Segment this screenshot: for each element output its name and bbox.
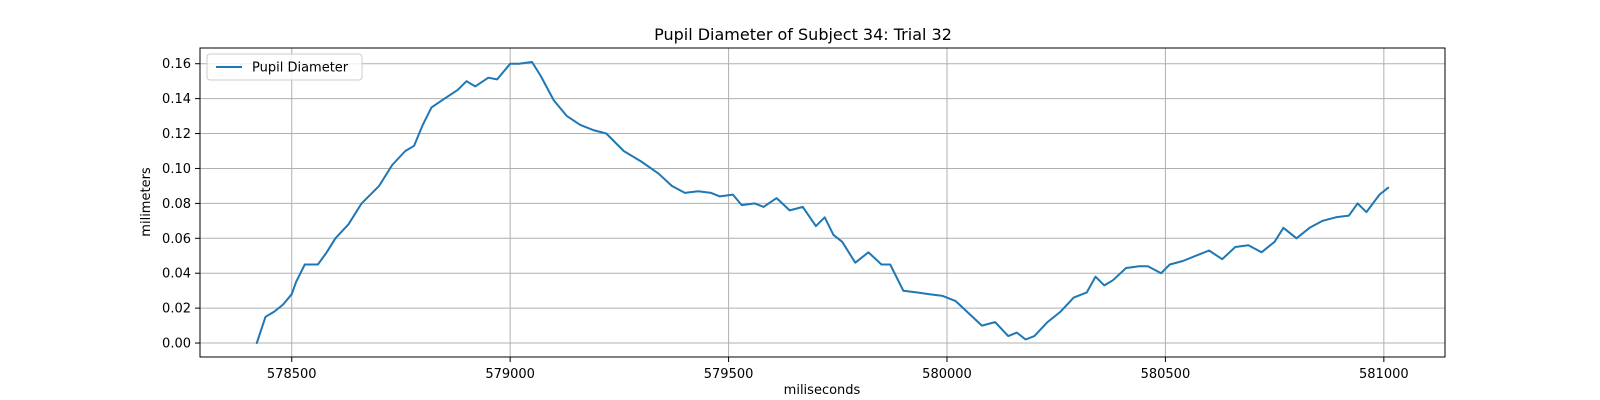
x-tick-label: 579000	[485, 367, 535, 382]
x-tick-label: 580500	[1141, 367, 1191, 382]
legend: Pupil Diameter	[206, 53, 363, 81]
series-line-pupil-diameter	[255, 61, 1390, 344]
y-tick-label: 0.10	[162, 162, 191, 177]
y-tick-label: 0.00	[162, 337, 191, 352]
y-tick-label: 0.06	[162, 232, 191, 247]
y-tick-label: 0.14	[162, 92, 191, 107]
y-axis-title: milimeters	[139, 167, 154, 237]
legend-label-pupil-diameter: Pupil Diameter	[252, 61, 349, 76]
x-tick-label: 580000	[922, 367, 972, 382]
chart-title: Pupil Diameter of Subject 34: Trial 32	[654, 25, 952, 44]
y-tick-label: 0.08	[162, 197, 191, 212]
x-axis: 578500 579000 579500 580000 580500 581000	[267, 357, 1409, 382]
y-tick-label: 0.12	[162, 127, 191, 142]
series-layer	[255, 61, 1390, 344]
x-tick-label: 578500	[267, 367, 317, 382]
legend-box	[206, 53, 363, 81]
y-tick-label: 0.02	[162, 302, 191, 317]
y-axis: 0.00 0.02 0.04 0.06 0.08 0.10 0.12 0.14 0.16	[162, 57, 200, 352]
grid-lines	[200, 48, 1445, 357]
y-tick-label: 0.16	[162, 57, 191, 72]
x-tick-label: 581000	[1359, 367, 1409, 382]
x-tick-label: 579500	[704, 367, 754, 382]
plot-area-frame	[199, 47, 1446, 358]
y-tick-label: 0.04	[162, 267, 191, 282]
x-axis-title: miliseconds	[784, 383, 861, 398]
